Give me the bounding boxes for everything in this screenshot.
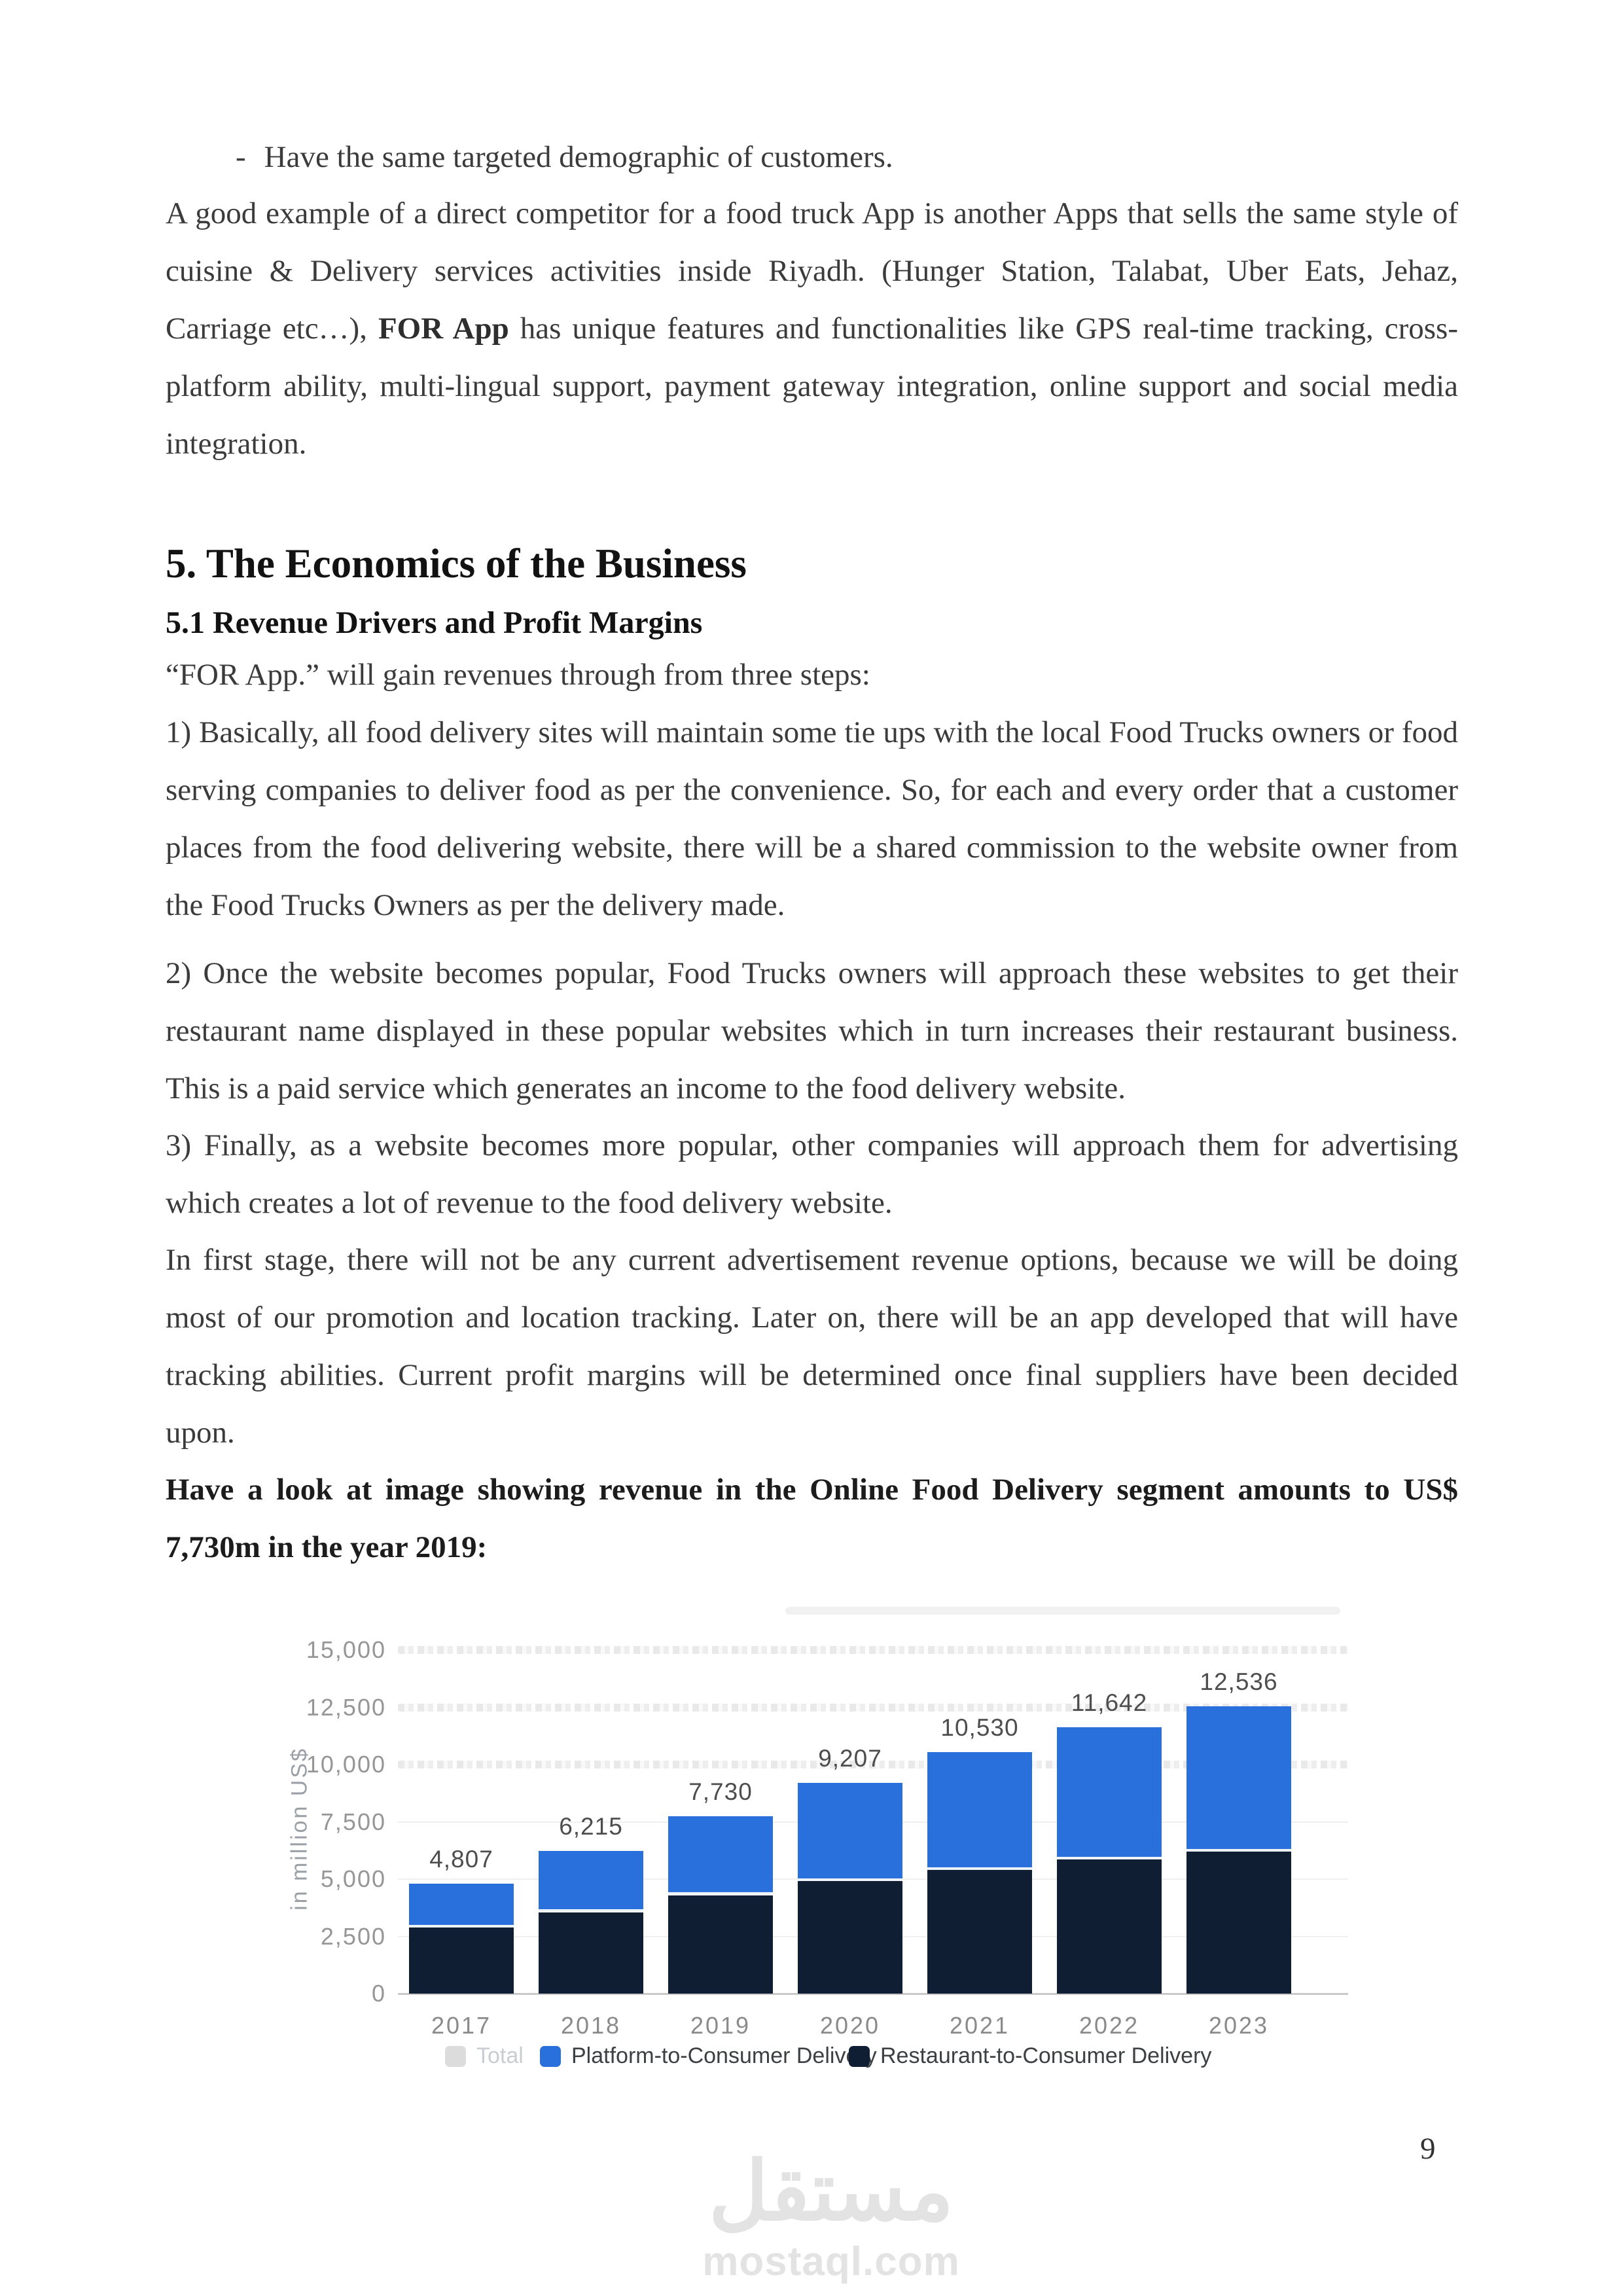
y-axis-tick-label: 0 <box>371 1980 386 2007</box>
bar-segment-restaurant-2018 <box>539 1912 643 1994</box>
bar-segment-platform-2023 <box>1186 1706 1291 1852</box>
legend-swatch-icon <box>540 2045 561 2067</box>
intro-line: “FOR App.” will gain revenues through fr… <box>166 658 870 692</box>
legend-label: Platform-to-Consumer Delivery <box>571 2043 877 2068</box>
watermark-arabic: مستقل <box>708 2146 954 2237</box>
x-axis-label-2019: 2019 <box>690 2012 751 2039</box>
gridline-12,500 <box>398 1703 1348 1712</box>
bar-total-label-2020: 9,207 <box>818 1744 882 1772</box>
bullet-dash: - <box>236 140 246 174</box>
paragraph-competitor-part2: has unique features and functionalities … <box>166 312 1458 461</box>
y-axis-tick-label: 15,000 <box>306 1636 386 1663</box>
x-axis-label-2022: 2022 <box>1079 2012 1140 2039</box>
watermark-url: mostaql.com <box>702 2239 960 2284</box>
paragraph-step1: 1) Basically, all food delivery sites wi… <box>166 715 1458 922</box>
paragraph-competitor-part1: A good example of a direct competitor fo… <box>166 196 1458 346</box>
gridline-15,000 <box>398 1646 1348 1654</box>
paragraph-step2: 2) Once the website becomes popular, Foo… <box>166 956 1458 1105</box>
page-number: 9 <box>1420 2132 1436 2166</box>
legend-swatch-icon <box>849 2045 870 2067</box>
legend-swatch-icon <box>445 2045 466 2067</box>
bar-total-label-2019: 7,730 <box>688 1778 753 1806</box>
y-axis-tick-label: 10,000 <box>306 1751 386 1778</box>
bar-segment-restaurant-2022 <box>1057 1859 1162 1994</box>
bar-segment-restaurant-2021 <box>927 1870 1032 1994</box>
y-axis-title: in million US$ <box>287 1746 312 1910</box>
bar-segment-platform-2020 <box>798 1782 902 1882</box>
chart-caption-line: Have a look at image showing revenue in … <box>166 1473 1458 1564</box>
bar-total-label-2021: 10,530 <box>940 1714 1019 1742</box>
bar-segment-platform-2019 <box>668 1816 773 1895</box>
legend-label: Restaurant-to-Consumer Delivery <box>880 2043 1212 2068</box>
bar-segment-platform-2018 <box>539 1851 643 1912</box>
y-axis-tick-label: 7,500 <box>320 1808 386 1835</box>
revenue-stacked-bar-chart: 15,000 12,500 10,000 7,500 5,000 2,500 0 in mil… <box>262 1571 1374 2101</box>
paragraph-competitor-bold: FOR App <box>378 312 509 346</box>
watermark: مستقل mostaql.com <box>702 2151 959 2282</box>
bar-total-label-2022: 11,642 <box>1071 1689 1148 1716</box>
legend-item-restaurant-to-consumer-delivery: Restaurant-to-Consumer Delivery <box>849 2043 1211 2069</box>
bullet-text: Have the same targeted demographic of cu… <box>264 140 893 174</box>
paragraph-competitor: A good example of a direct competitor fo… <box>166 185 1458 473</box>
section-heading: 5. The Economics of the Business <box>166 541 747 586</box>
chart-faded-scrollbar <box>785 1607 1340 1615</box>
bar-segment-platform-2021 <box>927 1752 1032 1871</box>
y-axis-tick-label: 12,500 <box>306 1693 386 1721</box>
legend-item-total: Total <box>445 2043 524 2069</box>
x-axis-label-2017: 2017 <box>431 2012 492 2039</box>
subsection-heading: 5.1 Revenue Drivers and Profit Margins <box>166 605 703 640</box>
y-axis-tick-label: 2,500 <box>320 1922 386 1950</box>
gridline-0 <box>398 1993 1348 1995</box>
bar-segment-restaurant-2017 <box>409 1928 514 1994</box>
paragraph-first-stage: In first stage, there will not be any cu… <box>166 1243 1458 1450</box>
legend-label: Total <box>476 2043 524 2068</box>
x-axis-label-2021: 2021 <box>949 2012 1010 2039</box>
x-axis-label-2023: 2023 <box>1208 2012 1270 2039</box>
bar-segment-restaurant-2019 <box>668 1895 773 1994</box>
bar-segment-restaurant-2023 <box>1186 1852 1291 1994</box>
bar-total-label-2017: 4,807 <box>429 1845 493 1873</box>
legend-item-platform-to-consumer-delivery: Platform-to-Consumer Delivery <box>540 2043 877 2069</box>
bar-segment-platform-2017 <box>409 1883 514 1928</box>
bar-segment-platform-2022 <box>1057 1727 1162 1860</box>
x-axis-label-2020: 2020 <box>819 2012 881 2039</box>
paragraph-step3: 3) Finally, as a website becomes more po… <box>166 1128 1458 1220</box>
bar-segment-restaurant-2020 <box>798 1881 902 1994</box>
bar-total-label-2018: 6,215 <box>559 1813 623 1840</box>
bar-total-label-2023: 12,536 <box>1200 1668 1278 1696</box>
bullet-line: - Have the same targeted demographic of c… <box>166 128 1458 186</box>
y-axis-tick-label: 5,000 <box>320 1865 386 1892</box>
x-axis-label-2018: 2018 <box>560 2012 622 2039</box>
